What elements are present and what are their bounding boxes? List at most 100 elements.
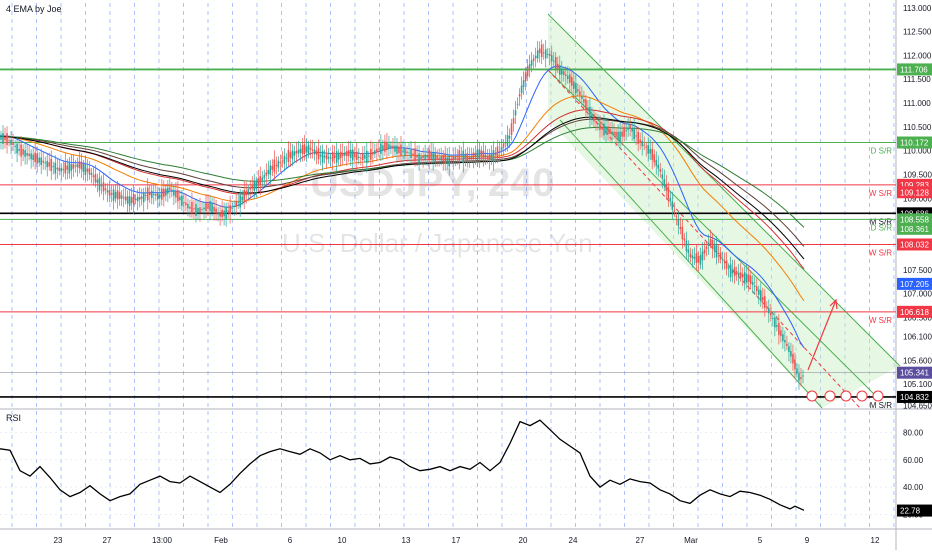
candle-body xyxy=(289,152,292,158)
candle-body xyxy=(283,155,286,164)
candle-body xyxy=(341,153,344,157)
event-marker-icon[interactable] xyxy=(856,390,868,402)
candle-body xyxy=(436,155,438,159)
candle-body xyxy=(132,193,135,205)
rsi-line xyxy=(0,419,805,511)
candle-body xyxy=(150,190,153,199)
candle-body xyxy=(788,346,790,353)
candle-body xyxy=(173,190,175,196)
candle-body xyxy=(86,168,89,172)
candle-body xyxy=(518,94,521,97)
candle-body xyxy=(40,157,42,165)
candle-body xyxy=(213,206,215,212)
price-axis-tick: 104.650 xyxy=(903,402,932,411)
candle-body xyxy=(605,126,607,134)
candle-body xyxy=(470,156,473,159)
candle-body xyxy=(126,196,129,204)
candle-body xyxy=(440,156,442,161)
ema-orange xyxy=(0,95,805,302)
candle-body xyxy=(22,149,24,155)
price-label-text: 105.341 xyxy=(900,369,929,378)
candle-body xyxy=(677,219,680,226)
candle-body xyxy=(766,306,768,308)
candle-body xyxy=(699,255,702,265)
candle-body xyxy=(333,155,336,159)
candle-body xyxy=(514,110,517,116)
candle-body xyxy=(74,165,77,167)
candle-body xyxy=(498,150,501,152)
candle-body xyxy=(171,189,173,192)
candle-body xyxy=(524,72,527,82)
candle-body xyxy=(313,149,316,155)
candle-body xyxy=(122,197,125,199)
price-label-box xyxy=(897,305,932,318)
candle-body xyxy=(659,169,662,172)
candle-body xyxy=(615,131,617,137)
time-axis-tick: 13:00 xyxy=(152,536,173,545)
candle-body xyxy=(526,66,529,77)
candle-body xyxy=(705,246,708,249)
price-label-box xyxy=(897,136,932,149)
candle-body xyxy=(741,273,744,278)
candle-body xyxy=(689,253,692,258)
candle-body xyxy=(430,151,432,160)
candle-body xyxy=(144,195,147,197)
candle-body xyxy=(265,172,268,176)
candle-body xyxy=(317,148,320,160)
candle-body xyxy=(195,204,197,216)
candle-body xyxy=(14,145,16,147)
candle-body xyxy=(774,317,776,328)
candle-body xyxy=(273,159,276,173)
candle-body xyxy=(725,260,728,269)
candle-body xyxy=(438,157,440,159)
candle-body xyxy=(106,190,109,193)
candle-body xyxy=(58,167,61,171)
price-axis-tick: 107.500 xyxy=(903,266,932,275)
candle-body xyxy=(54,162,57,174)
candle-body xyxy=(26,152,28,156)
event-marker-icon[interactable] xyxy=(872,390,884,402)
candle-body xyxy=(351,149,354,161)
candle-body xyxy=(800,377,802,380)
candle-body xyxy=(263,175,266,179)
event-marker-icon[interactable] xyxy=(824,390,836,402)
candle-body xyxy=(577,89,579,92)
trend-channel-upper xyxy=(547,13,901,367)
candle-body xyxy=(148,191,151,196)
sr-level-tag: W S/R xyxy=(869,316,892,325)
candle-body xyxy=(755,286,758,291)
event-marker-icon[interactable] xyxy=(806,390,818,402)
candle-body xyxy=(550,55,553,62)
candle-body xyxy=(569,74,571,83)
candle-body xyxy=(181,195,183,206)
candle-body xyxy=(203,207,205,210)
candle-body xyxy=(703,249,706,254)
candle-body xyxy=(24,150,26,157)
candle-body xyxy=(516,103,519,105)
price-label-box xyxy=(897,222,932,235)
candle-body xyxy=(386,142,388,151)
candle-body xyxy=(452,156,455,161)
candle-body xyxy=(382,145,384,151)
price-axis-tick: 105.600 xyxy=(903,356,932,365)
candle-body xyxy=(476,149,479,161)
candle-body xyxy=(707,242,710,246)
event-marker-icon[interactable] xyxy=(840,390,852,402)
candle-body xyxy=(92,175,95,178)
candle-body xyxy=(299,148,302,153)
candle-body xyxy=(468,156,471,159)
candle-body xyxy=(585,99,587,110)
candle-body xyxy=(339,151,342,159)
candle-body xyxy=(331,151,334,162)
candle-body xyxy=(2,133,4,144)
candle-body xyxy=(623,127,625,137)
candle-body xyxy=(651,148,654,160)
sr-level-tag: M S/R xyxy=(870,217,892,226)
candle-body xyxy=(625,130,627,132)
candle-body xyxy=(778,322,780,336)
price-label-box xyxy=(897,366,932,379)
candle-body xyxy=(259,176,262,186)
price-label-text: 109.128 xyxy=(900,188,929,197)
candle-body xyxy=(239,195,241,208)
